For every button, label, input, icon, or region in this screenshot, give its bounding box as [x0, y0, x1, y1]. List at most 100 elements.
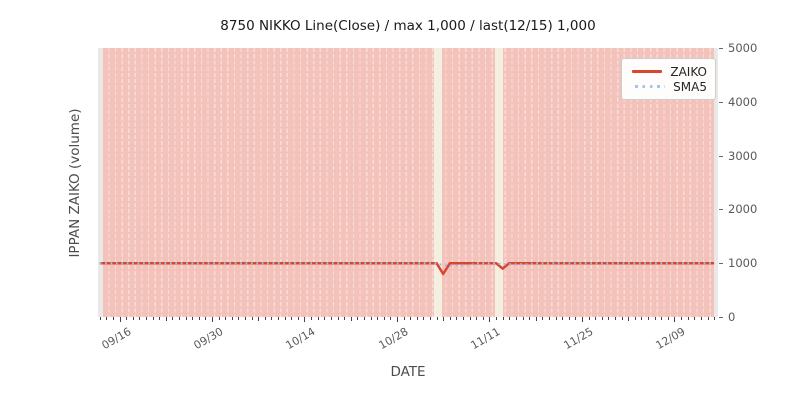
x-tick-mark [661, 317, 663, 320]
x-tick-mark [522, 317, 524, 320]
x-tick-mark [700, 317, 702, 320]
x-tick-mark [172, 317, 174, 320]
x-tick-mark [621, 317, 623, 320]
x-tick-mark [595, 317, 597, 320]
x-tick-mark [562, 317, 564, 320]
x-tick-mark [496, 317, 498, 320]
x-tick-mark [297, 317, 299, 320]
x-tick-label: 11/25 [561, 325, 596, 353]
x-tick-mark [416, 317, 418, 320]
x-tick-mark [185, 317, 187, 320]
x-tick-mark [581, 317, 583, 322]
x-tick-mark [304, 317, 306, 322]
x-tick-mark [469, 317, 471, 320]
no-data-gap-band [494, 48, 504, 317]
x-tick-label: 12/09 [654, 325, 688, 353]
legend-item-zaiko: ZAIKO [632, 66, 707, 78]
x-tick-mark [145, 317, 147, 320]
x-tick-mark [430, 317, 432, 320]
x-tick-mark [218, 317, 220, 320]
x-tick-mark [225, 317, 227, 320]
legend-label-zaiko: ZAIKO [670, 64, 707, 79]
x-tick-mark [165, 317, 167, 321]
x-tick-mark [258, 317, 260, 321]
y-axis-title: IPPAN ZAIKO (volume) [67, 108, 83, 258]
x-tick-mark [601, 317, 603, 320]
x-tick-mark [667, 317, 669, 320]
x-tick-mark [278, 317, 280, 320]
x-tick-mark [139, 317, 141, 320]
x-tick-mark [654, 317, 656, 320]
x-tick-mark [641, 317, 643, 320]
x-tick-mark [112, 317, 114, 320]
x-tick-mark [482, 317, 484, 320]
x-tick-mark [198, 317, 200, 320]
legend-label-sma5: SMA5 [673, 79, 707, 94]
x-tick-mark [403, 317, 405, 320]
x-tick-mark [515, 317, 517, 320]
x-tick-mark [687, 317, 689, 320]
series-line-sma5 [99, 262, 715, 267]
y-tick-label: 4000 [728, 94, 758, 109]
x-tick-mark [231, 317, 233, 320]
x-tick-mark [608, 317, 610, 320]
x-tick-mark [489, 317, 491, 322]
x-tick-mark [390, 317, 392, 320]
x-tick-mark [291, 317, 293, 320]
x-tick-mark [588, 317, 590, 320]
line-plot [99, 261, 715, 276]
y-tick-mark [719, 263, 723, 265]
y-tick-label: 2000 [728, 202, 758, 217]
x-tick-mark [674, 317, 676, 322]
x-tick-mark [350, 317, 352, 321]
x-tick-mark [529, 317, 531, 320]
x-tick-mark [502, 317, 504, 320]
x-tick-mark [555, 317, 557, 320]
x-tick-mark [634, 317, 636, 320]
x-tick-mark [548, 317, 550, 320]
x-tick-mark [126, 317, 128, 320]
x-tick-mark [456, 317, 458, 320]
x-tick-mark [377, 317, 379, 320]
x-tick-mark [99, 317, 101, 320]
x-tick-label: 09/30 [191, 325, 226, 353]
y-tick-label: 5000 [728, 41, 758, 55]
x-tick-mark [330, 317, 332, 320]
x-tick-mark [132, 317, 134, 320]
y-tick-label: 1000 [728, 256, 758, 271]
x-tick-mark [311, 317, 313, 320]
x-tick-mark [476, 317, 478, 320]
background-daily-bars [103, 48, 714, 317]
x-tick-mark [178, 317, 180, 320]
x-tick-mark [396, 317, 398, 322]
x-tick-mark [238, 317, 240, 320]
x-tick-mark [205, 317, 207, 320]
x-tick-mark [714, 317, 716, 320]
x-tick-mark [423, 317, 425, 320]
x-tick-mark [436, 317, 438, 320]
x-tick-mark [449, 317, 451, 320]
x-tick-mark [615, 317, 617, 320]
x-tick-mark [575, 317, 577, 320]
x-tick-label: 10/14 [284, 325, 318, 353]
y-tick-mark [719, 48, 723, 49]
y-tick-mark [719, 155, 723, 157]
x-tick-label: 10/28 [376, 325, 411, 353]
x-tick-mark [707, 317, 709, 320]
y-tick-mark [719, 101, 723, 103]
x-tick-mark [324, 317, 326, 320]
x-tick-mark [694, 317, 696, 320]
x-tick-mark [152, 317, 154, 320]
x-tick-mark [284, 317, 286, 320]
x-tick-mark [344, 317, 346, 320]
x-tick-mark [106, 317, 108, 320]
sma5-line-sample-icon [635, 84, 666, 89]
zaiko-line-sample-icon [632, 70, 663, 73]
x-tick-label: 09/16 [99, 325, 133, 353]
x-tick-mark [648, 317, 650, 320]
x-tick-mark [568, 317, 570, 320]
chart-title: 8750 NIKKO Line(Close) / max 1,000 / las… [220, 18, 596, 34]
x-tick-mark [211, 317, 213, 322]
y-tick-label: 0 [728, 310, 736, 324]
